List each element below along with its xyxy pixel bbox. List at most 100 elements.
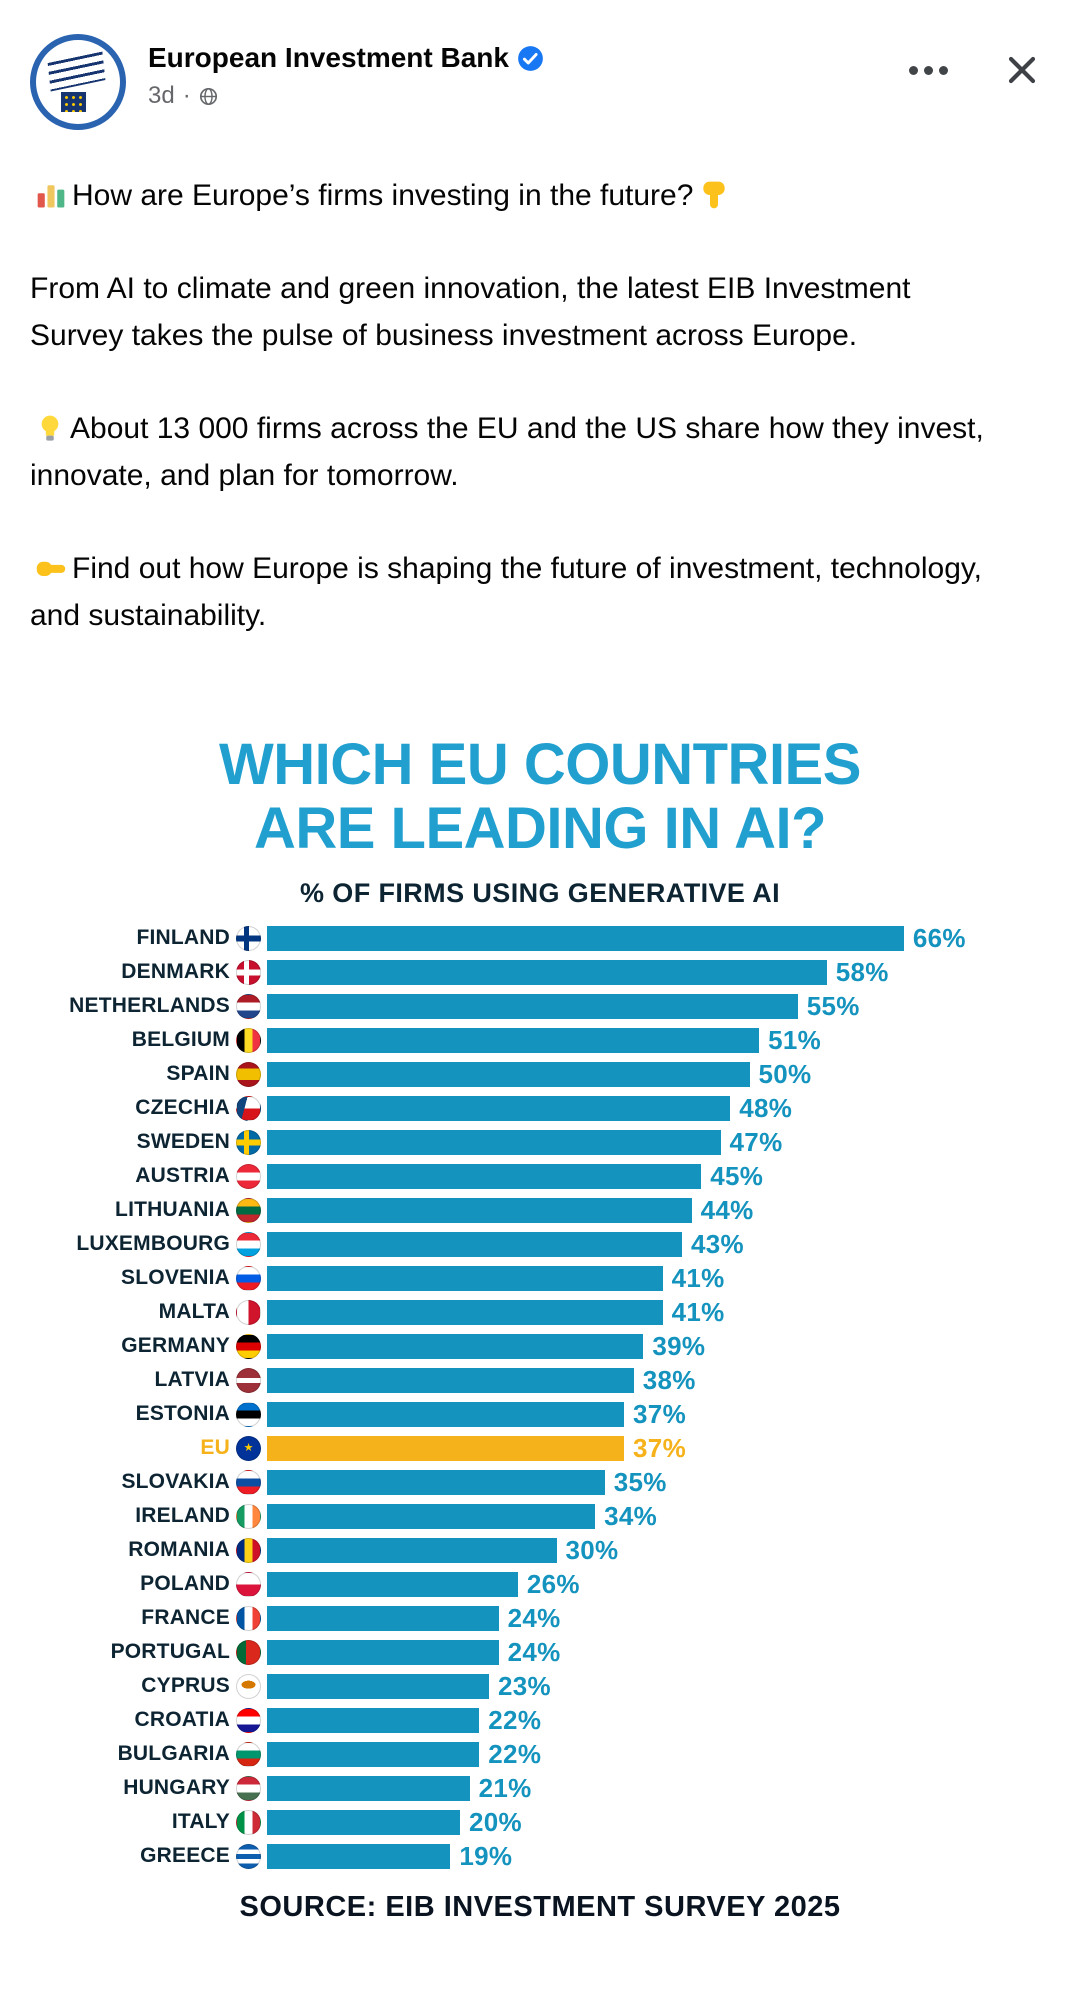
value-label: 55% [806,990,860,1021]
country-label: LATVIA [154,1368,230,1391]
value-label: 21% [478,1772,532,1803]
globe-icon [199,82,218,110]
chart-title: WHICH EU COUNTRIES ARE LEADING IN AI? [0,733,1080,861]
italy-flag-icon [236,1809,261,1835]
chart-row: GERMANY 39% [0,1329,1080,1363]
value-label: 45% [710,1160,764,1191]
chart-source: SOURCE: EIB INVESTMENT SURVEY 2025 [239,1891,841,1923]
chart-row: BELGIUM 51% [0,1023,1080,1057]
bulgaria-flag-icon [236,1741,261,1767]
portugal-flag-icon [236,1639,261,1665]
timestamp[interactable]: 3d [148,82,175,109]
denmark-flag-icon [236,959,261,985]
post-paragraph: About 13 000 firms across the EU and the… [30,405,990,499]
estonia-flag-icon [236,1401,261,1427]
country-label: SPAIN [166,1062,230,1085]
bulb-emoji [35,414,65,444]
header-text: European Investment Bank 3d · [148,34,544,110]
value-label: 58% [835,956,889,987]
bar [267,1809,460,1835]
value-label: 37% [633,1432,686,1463]
ireland-flag-icon [236,1503,261,1529]
header-actions [903,34,1050,92]
greece-flag-icon [236,1843,261,1869]
hungary-flag-icon [236,1775,261,1801]
austria-flag-icon [236,1163,261,1189]
point-down-emoji [698,179,730,211]
country-label: MALTA [158,1300,230,1323]
value-label: 34% [604,1500,658,1531]
country-label: SLOVENIA [121,1266,230,1289]
value-label: 26% [526,1568,580,1599]
country-label: POLAND [140,1572,230,1595]
bar [267,1673,489,1699]
bar [267,993,798,1019]
value-label: 43% [690,1228,744,1259]
chart-title-line: WHICH EU COUNTRIES [219,732,861,797]
latvia-flag-icon [236,1367,261,1393]
post-text-line: Find out how Europe is shaping the futur… [30,552,982,632]
chart-row: LITHUANIA 44% [0,1193,1080,1227]
country-label: HUNGARY [123,1776,230,1799]
value-label: 37% [633,1398,686,1429]
country-label: BULGARIA [117,1742,230,1765]
chart-row: EU ★ 37% [0,1431,1080,1465]
bar [267,1163,702,1189]
value-label: 24% [507,1602,561,1633]
avatar[interactable] [30,34,126,130]
chart-row: BULGARIA 22% [0,1737,1080,1771]
country-label: PORTUGAL [110,1640,230,1663]
bar [267,1231,682,1257]
value-label: 22% [488,1704,542,1735]
value-label: 38% [642,1364,696,1395]
chart-row: SLOVAKIA 35% [0,1465,1080,1499]
sweden-flag-icon [236,1129,261,1155]
bar [267,1639,499,1665]
country-label: AUSTRIA [135,1164,230,1187]
chart-row: POLAND 26% [0,1567,1080,1601]
bar [267,1537,557,1563]
bar [267,1775,470,1801]
lithuania-flag-icon [236,1197,261,1223]
country-label: GERMANY [121,1334,230,1357]
romania-flag-icon [236,1537,261,1563]
chart-row: CROATIA 22% [0,1703,1080,1737]
page-title[interactable]: European Investment Bank [148,42,509,73]
bar [267,925,904,951]
croatia-flag-icon [236,1707,261,1733]
value-label: 35% [613,1466,667,1497]
eu-flag-icon: ★ [236,1435,261,1461]
country-label: ESTONIA [135,1402,230,1425]
country-label: CZECHIA [135,1096,230,1119]
country-label: SLOVAKIA [121,1470,230,1493]
country-label: IRELAND [135,1504,230,1527]
bar-chart-emoji [35,179,67,211]
netherlands-flag-icon [236,993,261,1019]
chart-row: ITALY 20% [0,1805,1080,1839]
value-label: 30% [565,1534,619,1565]
country-label: SWEDEN [136,1130,230,1153]
value-label: 24% [507,1636,561,1667]
bar [267,1571,518,1597]
chart-row: GREECE 19% [0,1839,1080,1873]
bar [267,1741,480,1767]
bar [267,1299,663,1325]
post-paragraph: From AI to climate and green innovation,… [30,265,990,359]
chart-row: SPAIN 50% [0,1057,1080,1091]
country-label: FRANCE [141,1606,230,1629]
country-label: GREECE [140,1844,230,1867]
bar [267,1027,760,1053]
france-flag-icon [236,1605,261,1631]
more-options-button[interactable] [903,60,954,81]
chart-row: NETHERLANDS 55% [0,989,1080,1023]
country-label: ITALY [171,1810,230,1833]
post-paragraph: How are Europe’s firms investing in the … [30,172,990,219]
malta-flag-icon [236,1299,261,1325]
post-header: European Investment Bank 3d · [0,0,1080,130]
close-button[interactable] [1000,48,1044,92]
value-label: 51% [768,1024,822,1055]
chart-row: CYPRUS 23% [0,1669,1080,1703]
belgium-flag-icon [236,1027,261,1053]
country-label: NETHERLANDS [69,994,230,1017]
eib-logo-icon [48,51,107,91]
